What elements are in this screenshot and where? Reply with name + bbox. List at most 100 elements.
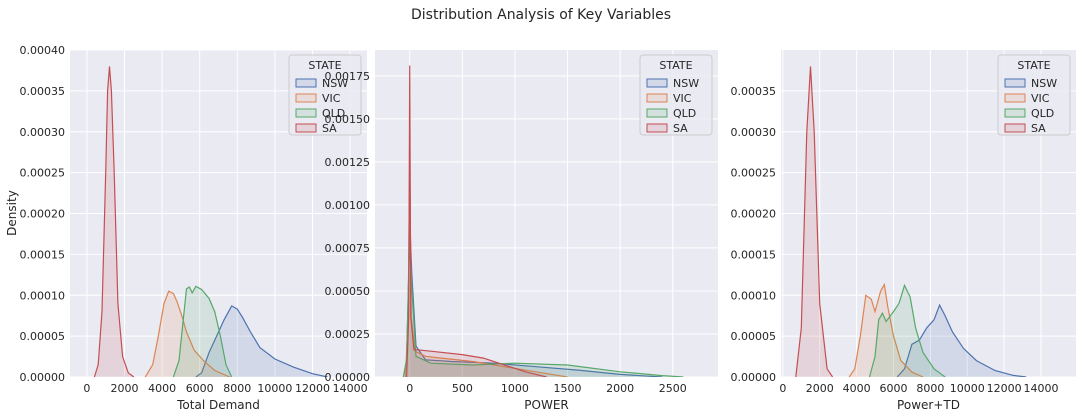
legend-box	[288, 54, 362, 136]
legend-label-qld: QLD	[322, 107, 345, 120]
density-area-nsw	[195, 305, 328, 377]
x-tick-label: 4000	[843, 382, 871, 395]
x-tick-label: 1500	[554, 382, 582, 395]
y-tick-label: 0.00010	[731, 289, 777, 302]
legend-swatch-vic	[646, 93, 668, 103]
x-tick-label: 500	[452, 382, 473, 395]
legend-swatch-vic	[1004, 93, 1026, 103]
x-tick-label: 10000	[950, 382, 985, 395]
legend-label-qld: QLD	[1031, 107, 1054, 120]
y-tick-label: 0.00000	[731, 371, 777, 384]
y-tick-label: 0.00075	[325, 242, 371, 255]
x-tick-label: 2500	[659, 382, 687, 395]
chart-panel-1: 0 2000 4000 6000 8000 10000 12000 140000.000000…	[20, 44, 368, 412]
legend-swatch-nsw	[295, 78, 317, 88]
x-tick-label: 14000	[333, 382, 368, 395]
y-tick-label: 0.00125	[325, 156, 371, 169]
legend-label-sa: SA	[673, 122, 688, 135]
y-tick-label: 0.00025	[325, 328, 371, 341]
density-line-qld	[868, 283, 946, 377]
density-area-nsw	[403, 218, 663, 377]
chart-panel-2: 0 500 1000 1500 2000 2500 0.00000 0.00025 0.0005…	[325, 50, 718, 412]
legend-label-qld: QLD	[673, 107, 696, 120]
figure-title: Distribution Analysis of Key Variables	[411, 7, 671, 23]
legend-label-nsw: NSW	[322, 77, 348, 90]
legend-swatch-nsw	[646, 78, 668, 88]
legend-swatch-qld	[295, 108, 317, 118]
legend-box	[639, 54, 713, 136]
x-tick-label: 12000	[987, 382, 1022, 395]
legend-label-vic: VIC	[673, 92, 692, 105]
legend-title: STATE	[1017, 59, 1050, 72]
x-tick-label: 6000	[186, 382, 214, 395]
panels: 0 2000 4000 6000 8000 10000 12000 140000.000000…	[20, 44, 1076, 412]
y-tick-label: 0.00015	[731, 248, 777, 261]
density-area-qld	[173, 286, 232, 377]
x-tick-label: 1000	[501, 382, 529, 395]
x-tick-label: 8000	[916, 382, 944, 395]
y-tick-label: 0.00150	[325, 113, 371, 126]
legend-label-nsw: NSW	[673, 77, 699, 90]
legend: STATE NSW VIC QLD SA	[639, 54, 713, 136]
y-tick-label: 0.00020	[731, 208, 777, 221]
density-line-sa	[406, 65, 547, 377]
density-area-vic	[145, 291, 230, 377]
y-tick-label: 0.00175	[325, 70, 371, 83]
legend-swatch-sa	[295, 123, 317, 133]
legend-label-sa: SA	[322, 122, 337, 135]
legend-label-vic: VIC	[1031, 92, 1050, 105]
legend-box	[997, 54, 1071, 136]
legend-swatch-qld	[646, 108, 668, 118]
y-tick-label: 0.00035	[731, 85, 777, 98]
legend-swatch-sa	[1004, 123, 1026, 133]
density-area-vic	[405, 161, 568, 377]
x-tick-label: 0	[83, 382, 90, 395]
density-line-vic	[848, 282, 924, 377]
x-tick-label: 14000	[1023, 382, 1058, 395]
series-group	[795, 66, 1027, 377]
x-tick-label: 10000	[257, 382, 292, 395]
y-tick-label: 0.00030	[20, 126, 66, 139]
density-line-sa	[795, 66, 834, 377]
y-tick-label: 0.00040	[20, 44, 66, 57]
x-tick-label: 6000	[879, 382, 907, 395]
density-area-sa	[795, 66, 833, 377]
x-tick-label: 0	[779, 382, 786, 395]
density-area-qld	[869, 285, 946, 377]
x-axis-label: Power+TD	[897, 398, 960, 412]
legend-swatch-qld	[1004, 108, 1026, 118]
y-tick-label: 0.00010	[20, 289, 66, 302]
y-tick-label: 0.00020	[20, 208, 66, 221]
y-axis-label: Density	[5, 190, 19, 236]
series-group	[402, 65, 684, 377]
legend: STATE NSW VIC QLD SA	[288, 54, 362, 136]
y-tick-label: 0.00000	[20, 371, 66, 384]
x-tick-label: 2000	[606, 382, 634, 395]
y-tick-label: 0.00005	[731, 330, 777, 343]
legend-swatch-nsw	[1004, 78, 1026, 88]
x-tick-label: 2000	[806, 382, 834, 395]
x-tick-label: 4000	[148, 382, 176, 395]
y-tick-label: 0.00025	[20, 167, 66, 180]
legend-title: STATE	[659, 59, 692, 72]
y-tick-label: 0.00000	[325, 371, 371, 384]
legend-title: STATE	[308, 59, 341, 72]
series-group	[93, 66, 328, 377]
legend: STATE NSW VIC QLD SA	[997, 54, 1071, 136]
y-tick-label: 0.00050	[325, 285, 371, 298]
y-tick-label: 0.00025	[731, 167, 777, 180]
x-axis-label: Total Demand	[176, 398, 260, 412]
y-tick-label: 0.00015	[20, 248, 66, 261]
legend-label-sa: SA	[1031, 122, 1046, 135]
y-tick-label: 0.00100	[325, 199, 371, 212]
x-tick-label: 0	[406, 382, 413, 395]
chart-panel-3: 0 2000 4000 6000 8000 10000 12000 14000 0.00000 0…	[731, 50, 1076, 412]
density-line-sa	[93, 66, 135, 377]
x-tick-label: 2000	[111, 382, 139, 395]
legend-swatch-sa	[646, 123, 668, 133]
legend-swatch-vic	[295, 93, 317, 103]
density-line-vic	[144, 290, 231, 377]
legend-label-vic: VIC	[322, 92, 341, 105]
y-tick-label: 0.00005	[20, 330, 66, 343]
